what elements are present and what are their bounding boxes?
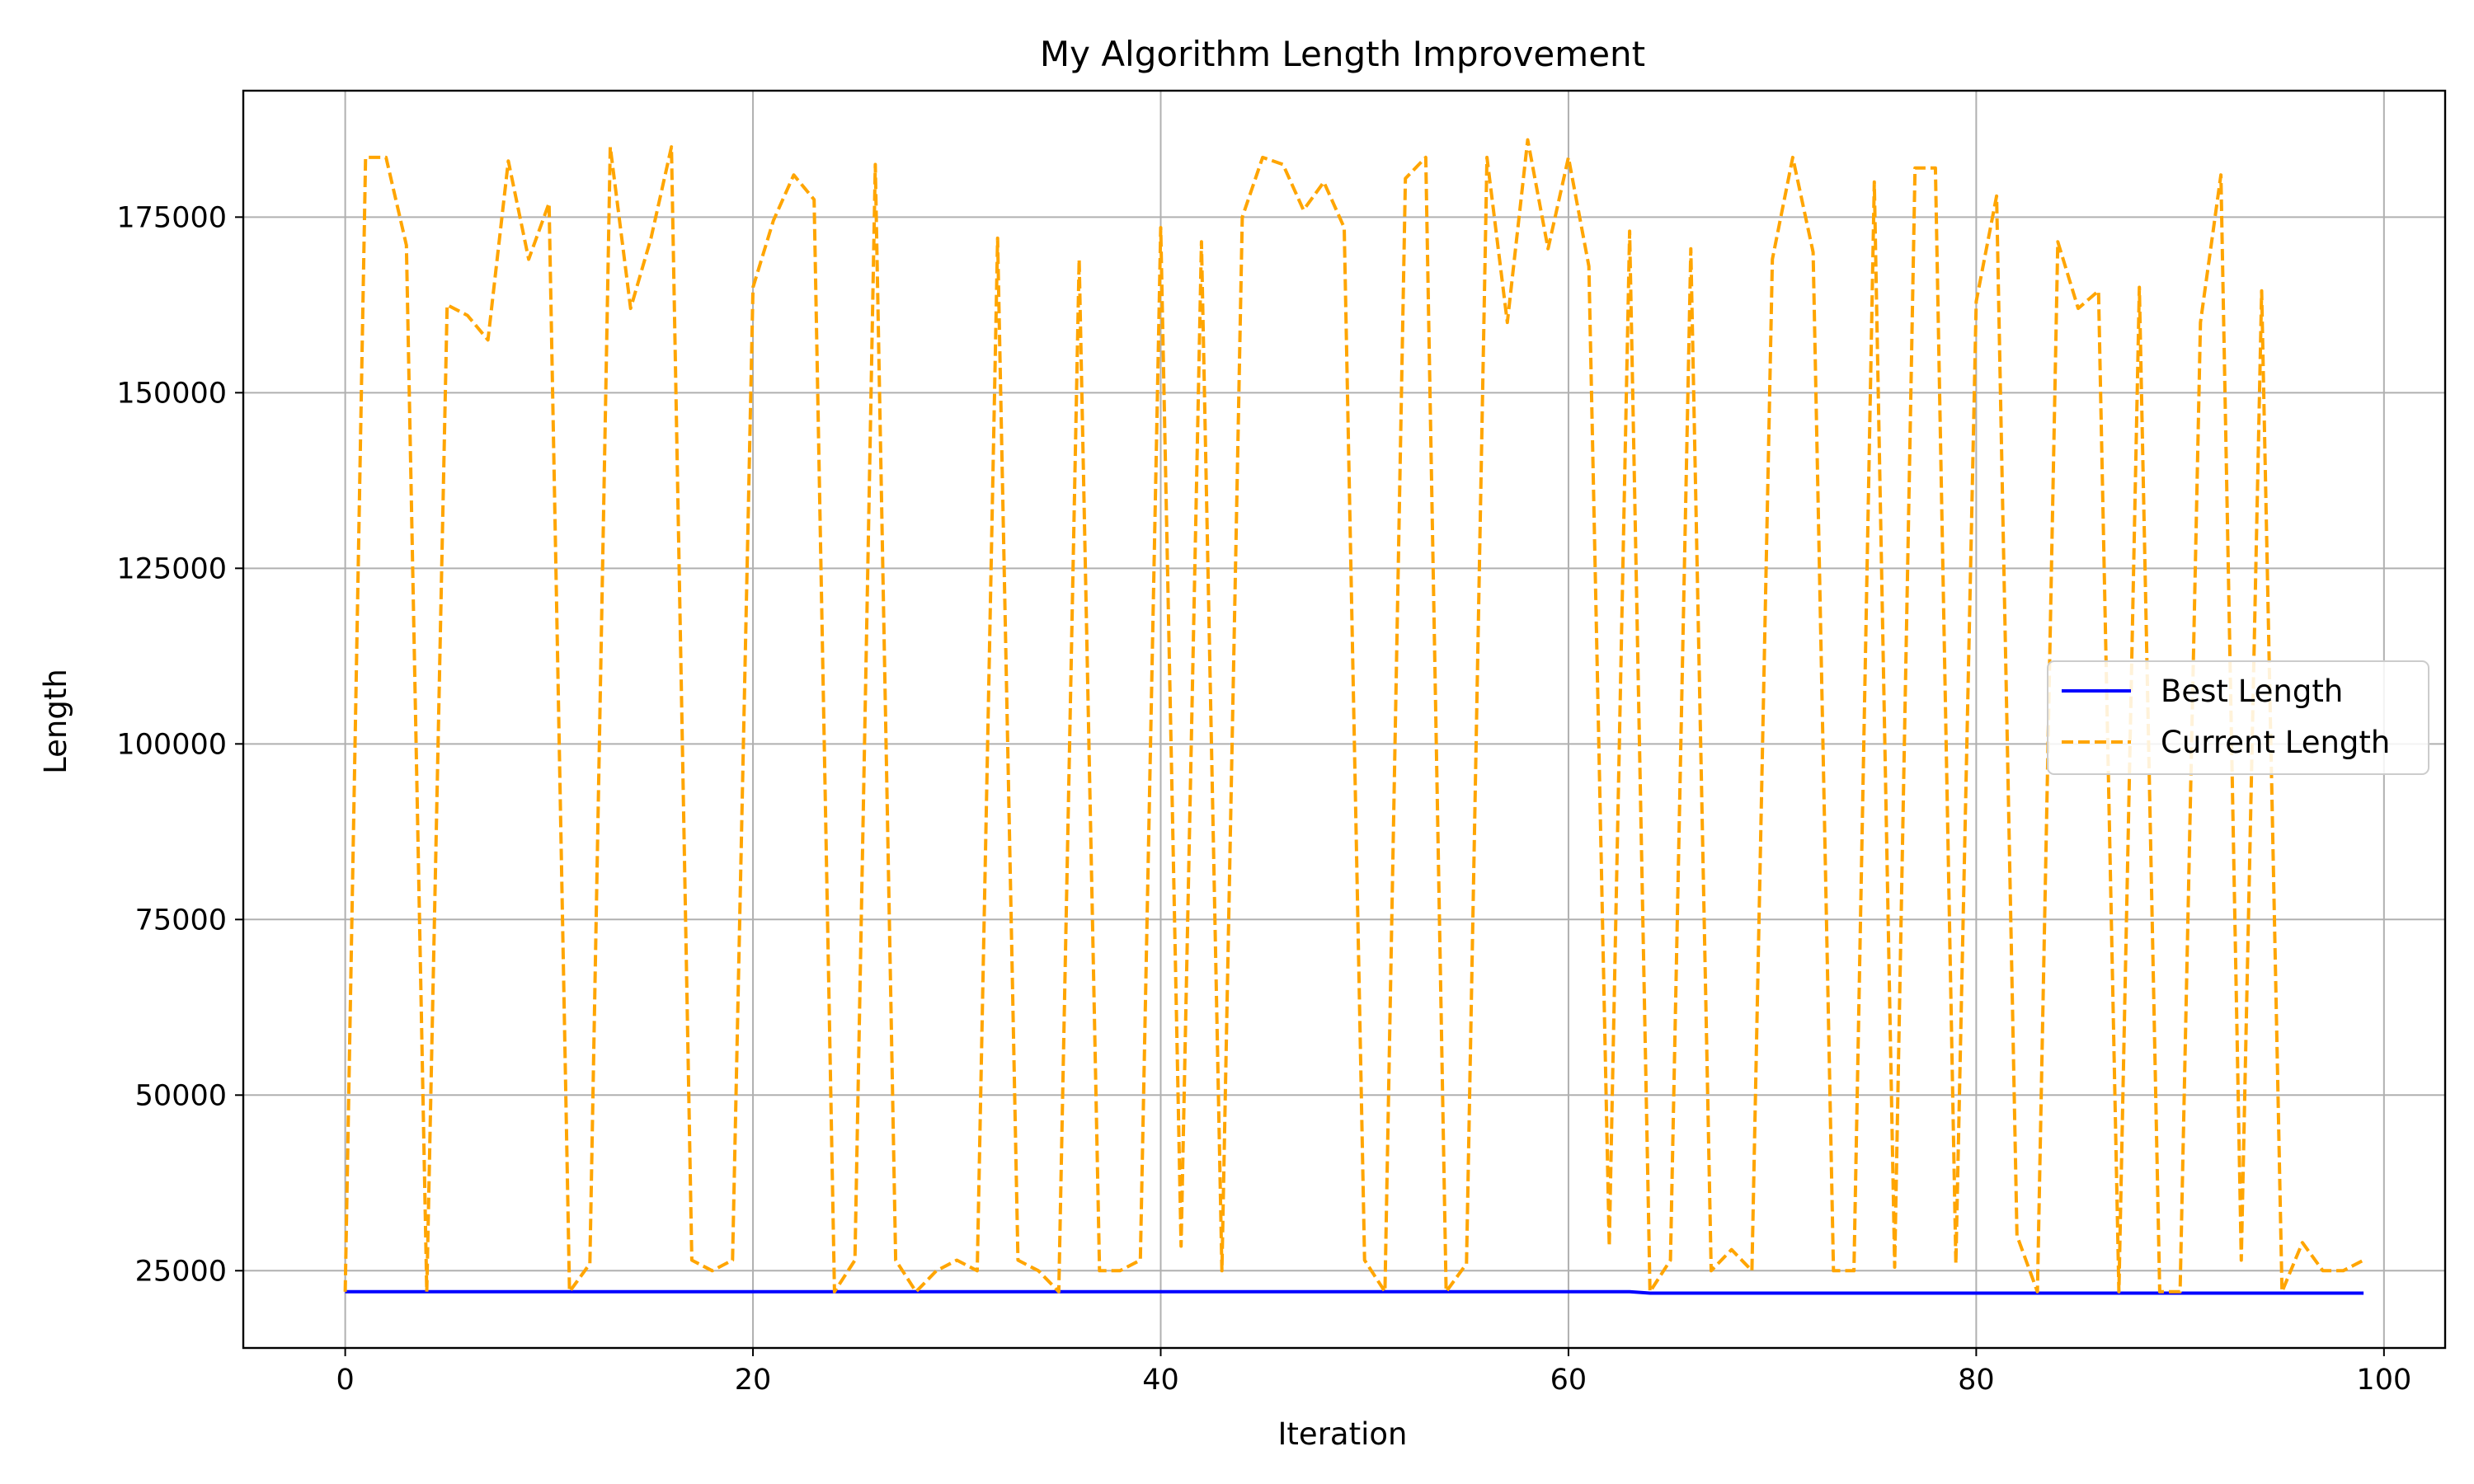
x-tick-label: 40 [1142, 1364, 1179, 1397]
legend-frame [2047, 660, 2429, 775]
legend: Best Length Current Length [2047, 660, 2429, 775]
y-tick-label: 75000 [135, 904, 227, 937]
y-axis-label: Length [38, 669, 73, 774]
x-tick-label: 100 [2356, 1364, 2411, 1397]
y-tick-label: 150000 [116, 377, 227, 410]
series-line-current-length [343, 138, 2365, 1294]
y-tick-label: 125000 [116, 552, 227, 585]
plot-frame [242, 89, 2447, 1350]
series-lines [343, 138, 2365, 1295]
x-tick-label: 60 [1550, 1364, 1587, 1397]
legend-label-current-length: Current Length [2161, 725, 2390, 760]
series-line-best-length [345, 1289, 2364, 1295]
plot-area: 0 20 40 60 80 100 25000 50000 75000 100000 125000… [116, 89, 2447, 1397]
x-tick-label: 20 [735, 1364, 772, 1397]
y-tick-label: 25000 [135, 1255, 227, 1288]
y-tick-label: 50000 [135, 1079, 227, 1112]
chart-title: My Algorithm Length Improvement [1040, 34, 1645, 74]
legend-label-best-length: Best Length [2161, 674, 2343, 709]
x-tick-label: 80 [1958, 1364, 1995, 1397]
x-tick-label: 0 [336, 1364, 354, 1397]
x-axis-ticks: 0 20 40 60 80 100 [336, 1348, 2411, 1397]
y-axis-ticks: 25000 50000 75000 100000 125000 150000 175000 [116, 201, 243, 1288]
y-tick-label: 175000 [116, 201, 227, 234]
y-tick-label: 100000 [116, 728, 227, 761]
x-axis-label: Iteration [1278, 1416, 1408, 1452]
